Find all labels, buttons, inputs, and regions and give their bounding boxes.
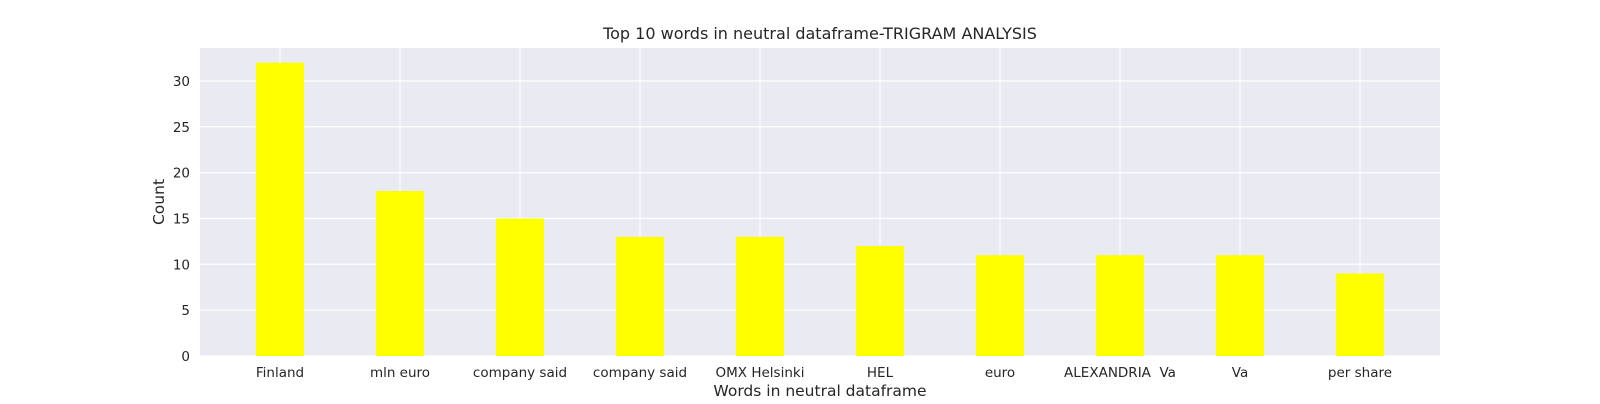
- y-tick-label: 15: [173, 212, 190, 228]
- y-tick-label: 5: [181, 303, 190, 319]
- bar: [1096, 255, 1144, 356]
- bar: [496, 218, 544, 356]
- x-tick-labels: Finland mln euro company said company said O…: [256, 365, 1392, 381]
- y-tick-label: 10: [173, 257, 190, 273]
- x-tick-label: company said: [473, 365, 567, 381]
- bar: [1336, 273, 1384, 356]
- x-tick-label: Finland: [256, 365, 304, 381]
- y-tick-label: 20: [173, 166, 190, 182]
- bar: [856, 246, 904, 356]
- y-axis-label: Count: [150, 179, 168, 225]
- x-tick-label: Va: [1232, 365, 1248, 381]
- chart-title: Top 10 words in neutral dataframe-TRIGRA…: [602, 24, 1037, 43]
- x-axis-label: Words in neutral dataframe: [713, 382, 926, 400]
- x-tick-label: company said: [593, 365, 687, 381]
- x-tick-label: HEL: [867, 365, 894, 381]
- x-tick-label: OMX Helsinki: [716, 365, 805, 381]
- bar: [736, 236, 784, 356]
- x-tick-label: ALEXANDRIA Va: [1064, 365, 1176, 381]
- x-tick-label: mln euro: [370, 365, 430, 381]
- y-tick-label: 0: [181, 349, 190, 365]
- bar: [1216, 255, 1264, 356]
- bar: [376, 191, 424, 356]
- x-tick-label: per share: [1328, 365, 1392, 381]
- y-tick-label: 30: [173, 74, 190, 90]
- x-tick-label: euro: [985, 365, 1015, 381]
- bars: [256, 62, 1384, 357]
- bar: [256, 62, 304, 357]
- y-tick-label: 25: [173, 120, 190, 136]
- y-tick-labels: 0 5 10 15 20 25 30: [173, 74, 190, 365]
- bar: [976, 255, 1024, 356]
- bar: [616, 236, 664, 356]
